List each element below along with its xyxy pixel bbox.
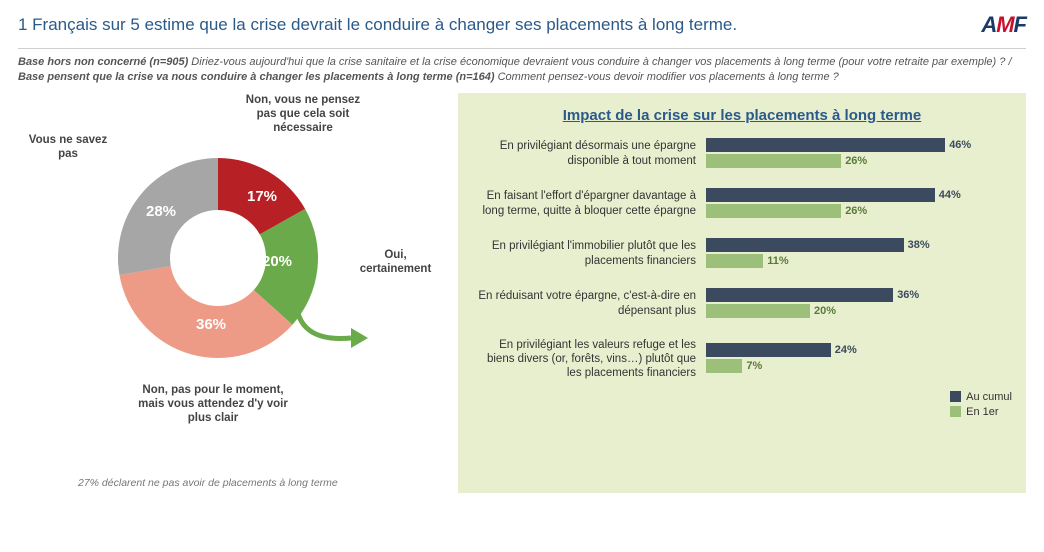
barchart-title: Impact de la crise sur les placements à … xyxy=(476,107,1008,124)
bar-row: En privilégiant désormais une épargne di… xyxy=(476,138,1008,170)
bar-row: En faisant l'effort d'épargner davantage… xyxy=(476,188,1008,220)
bar-row: En privilégiant l'immobilier plutôt que … xyxy=(476,238,1008,270)
donut-slice-label: Non, pas pour le moment, mais vous atten… xyxy=(138,383,288,426)
bar-value: 11% xyxy=(767,255,788,267)
donut-slice-pct: 20% xyxy=(262,253,292,270)
bar-label: En privilégiant les valeurs refuge et le… xyxy=(476,338,706,381)
legend-item-en1er: En 1er xyxy=(950,406,1012,418)
donut-slice-pct: 36% xyxy=(196,316,226,333)
donut-panel: Non, vous ne pensez pas que cela soit né… xyxy=(18,93,438,493)
arrow-icon xyxy=(286,288,376,358)
divider xyxy=(18,48,1026,49)
bar-label: En réduisant votre épargne, c'est-à-dire… xyxy=(476,289,706,318)
bar-en1er: 11% xyxy=(706,254,1008,268)
bar-value: 26% xyxy=(845,155,867,167)
bar-value: 38% xyxy=(908,239,930,251)
bar-cumul: 38% xyxy=(706,238,1008,252)
bar-value: 46% xyxy=(949,139,971,151)
barchart-legend: Au cumul En 1er xyxy=(950,391,1012,421)
donut-slice-label: Vous ne savez pas xyxy=(28,133,108,162)
bar-label: En privilégiant désormais une épargne di… xyxy=(476,139,706,168)
bar-value: 7% xyxy=(746,360,762,372)
bar-en1er: 7% xyxy=(706,359,1008,373)
bar-en1er: 20% xyxy=(706,304,1008,318)
bar-value: 36% xyxy=(897,289,919,301)
bar-en1er: 26% xyxy=(706,154,1008,168)
donut-slice-pct: 17% xyxy=(247,188,277,205)
bar-cumul: 46% xyxy=(706,138,1008,152)
donut-slice-label: Oui, certainement xyxy=(348,248,443,277)
bar-row: En réduisant votre épargne, c'est-à-dire… xyxy=(476,288,1008,320)
page-title: 1 Français sur 5 estime que la crise dev… xyxy=(18,15,737,35)
bar-cumul: 44% xyxy=(706,188,1008,202)
bar-row: En privilégiant les valeurs refuge et le… xyxy=(476,338,1008,381)
donut-slice-label: Non, vous ne pensez pas que cela soit né… xyxy=(238,93,368,136)
bar-en1er: 26% xyxy=(706,204,1008,218)
question-subtitle: Base hors non concerné (n=905) Diriez-vo… xyxy=(0,55,1044,93)
bar-label: En faisant l'effort d'épargner davantage… xyxy=(476,189,706,218)
legend-item-cumul: Au cumul xyxy=(950,391,1012,403)
amf-logo: AMF xyxy=(981,12,1026,38)
bar-value: 20% xyxy=(814,305,836,317)
bar-value: 26% xyxy=(845,205,867,217)
bar-value: 24% xyxy=(835,344,857,356)
bar-value: 44% xyxy=(939,189,961,201)
bar-cumul: 24% xyxy=(706,343,1008,357)
donut-footnote: 27% déclarent ne pas avoir de placements… xyxy=(78,477,338,489)
bar-label: En privilégiant l'immobilier plutôt que … xyxy=(476,239,706,268)
barchart-panel: Impact de la crise sur les placements à … xyxy=(458,93,1026,493)
bar-cumul: 36% xyxy=(706,288,1008,302)
donut-slice-pct: 28% xyxy=(146,203,176,220)
